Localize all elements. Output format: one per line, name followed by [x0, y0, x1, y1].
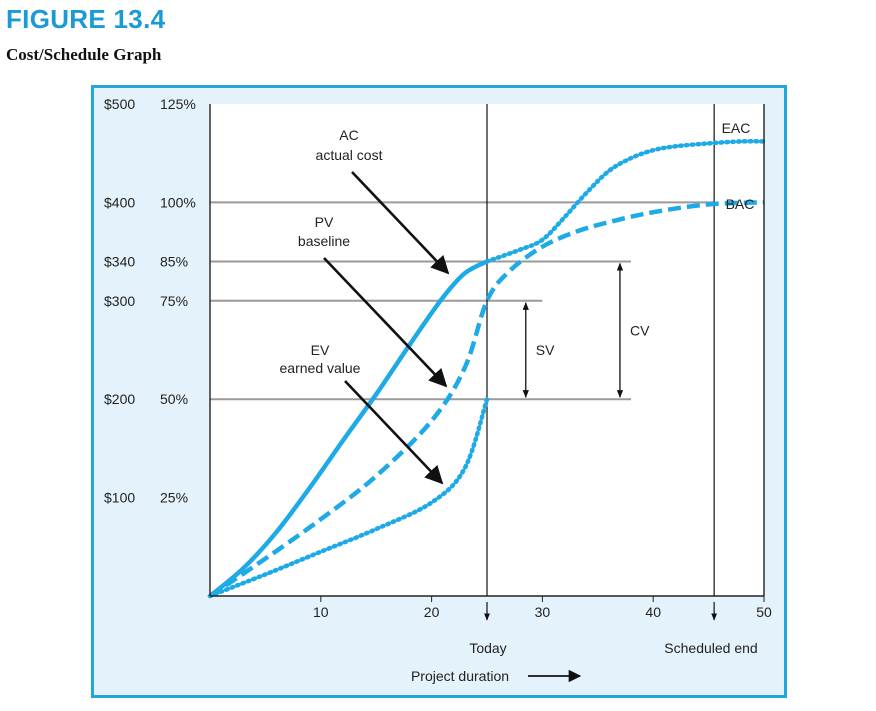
- y-tick-percent-3: 75%: [160, 293, 188, 309]
- sv-label: SV: [536, 342, 555, 358]
- x-axis-title: Project duration: [411, 668, 509, 684]
- ev-pointer-arrow: [344, 380, 444, 485]
- bac-label: BAC: [726, 196, 755, 212]
- figure-number: FIGURE 13.4: [6, 4, 166, 34]
- ac-sublabel: actual cost: [316, 147, 383, 163]
- y-tick-percent-4: 50%: [160, 391, 188, 407]
- series-pv-line: [208, 200, 765, 598]
- ev-sublabel: earned value: [280, 360, 361, 376]
- ac-label: AC: [339, 127, 358, 143]
- y-tick-percent-0: 125%: [160, 96, 196, 112]
- pv-label: PV: [315, 214, 334, 230]
- y-tick-percent-1: 100%: [160, 194, 196, 210]
- series-eac-projection-line: [484, 139, 767, 264]
- series-ev-line: [207, 396, 490, 599]
- today-label: Today: [469, 640, 506, 656]
- y-tick-dollar-3: $300: [104, 293, 135, 309]
- series-ac-line: [207, 259, 490, 599]
- x-tick-2: 30: [535, 604, 551, 620]
- x-tick-1: 20: [424, 604, 440, 620]
- y-tick-dollar-5: $100: [104, 490, 135, 506]
- eac-label: EAC: [722, 120, 751, 136]
- y-tick-percent-2: 85%: [160, 253, 188, 269]
- pv-pointer-arrow: [323, 257, 448, 388]
- x-tick-3: 40: [645, 604, 661, 620]
- scheduled-end-label: Scheduled end: [664, 640, 757, 656]
- x-tick-4: 50: [756, 604, 772, 620]
- x-tick-0: 10: [313, 604, 329, 620]
- pv-sublabel: baseline: [298, 233, 350, 249]
- y-tick-dollar-2: $340: [104, 253, 135, 269]
- y-tick-percent-5: 25%: [160, 490, 188, 506]
- y-tick-dollar-0: $500: [104, 96, 135, 112]
- y-tick-dollar-4: $200: [104, 391, 135, 407]
- ev-label: EV: [311, 342, 330, 358]
- figure-caption: Cost/Schedule Graph: [6, 45, 162, 64]
- y-tick-dollar-1: $400: [104, 194, 135, 210]
- cv-label: CV: [630, 322, 650, 338]
- ac-pointer-arrow: [351, 171, 450, 275]
